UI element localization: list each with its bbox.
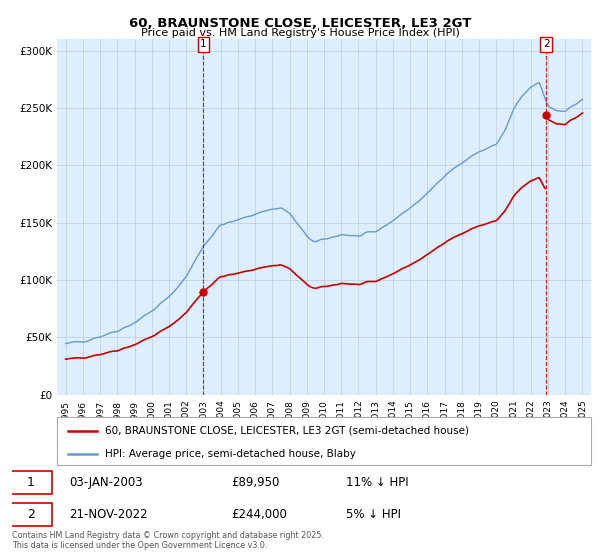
Text: Contains HM Land Registry data © Crown copyright and database right 2025.
This d: Contains HM Land Registry data © Crown c… (12, 530, 324, 550)
FancyBboxPatch shape (9, 503, 52, 526)
Text: 5% ↓ HPI: 5% ↓ HPI (346, 508, 401, 521)
Text: 21-NOV-2022: 21-NOV-2022 (70, 508, 148, 521)
Text: 1: 1 (200, 39, 207, 49)
Text: 1: 1 (27, 476, 35, 489)
Text: 11% ↓ HPI: 11% ↓ HPI (346, 476, 409, 489)
Text: 60, BRAUNSTONE CLOSE, LEICESTER, LE3 2GT: 60, BRAUNSTONE CLOSE, LEICESTER, LE3 2GT (129, 17, 471, 30)
FancyBboxPatch shape (9, 471, 52, 494)
Text: £244,000: £244,000 (231, 508, 287, 521)
Text: 03-JAN-2003: 03-JAN-2003 (70, 476, 143, 489)
Text: 2: 2 (543, 39, 550, 49)
Text: 60, BRAUNSTONE CLOSE, LEICESTER, LE3 2GT (semi-detached house): 60, BRAUNSTONE CLOSE, LEICESTER, LE3 2GT… (105, 426, 469, 436)
Text: Price paid vs. HM Land Registry's House Price Index (HPI): Price paid vs. HM Land Registry's House … (140, 28, 460, 38)
Text: £89,950: £89,950 (231, 476, 279, 489)
Text: 2: 2 (27, 508, 35, 521)
Text: HPI: Average price, semi-detached house, Blaby: HPI: Average price, semi-detached house,… (105, 449, 356, 459)
